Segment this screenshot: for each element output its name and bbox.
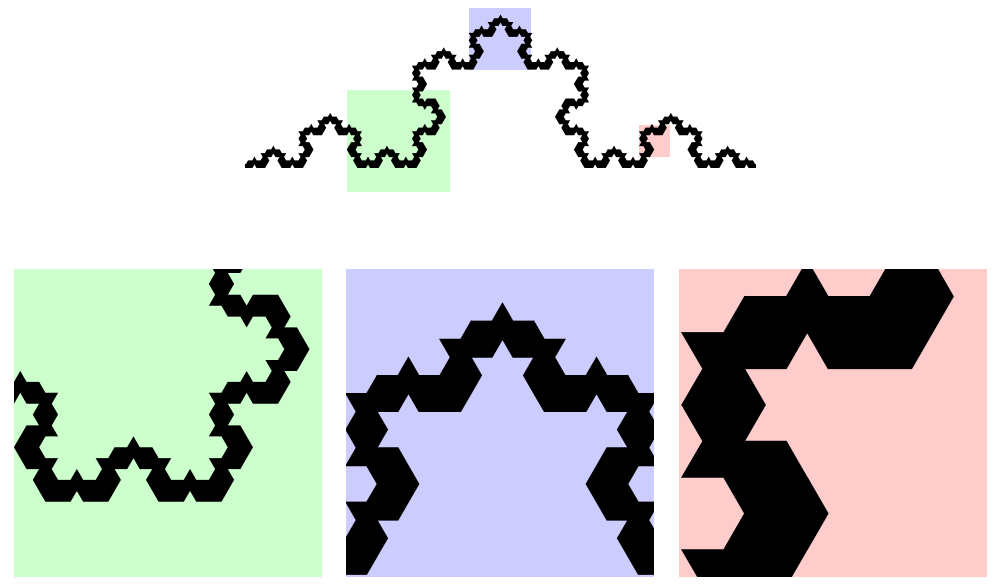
zoom-blue-koch-curve [346,302,654,575]
zoom-panel-blue [346,269,654,577]
zoom-green-koch-curve [14,269,310,502]
overview-koch-curve [245,14,756,168]
zoom-panel-green [14,269,322,577]
